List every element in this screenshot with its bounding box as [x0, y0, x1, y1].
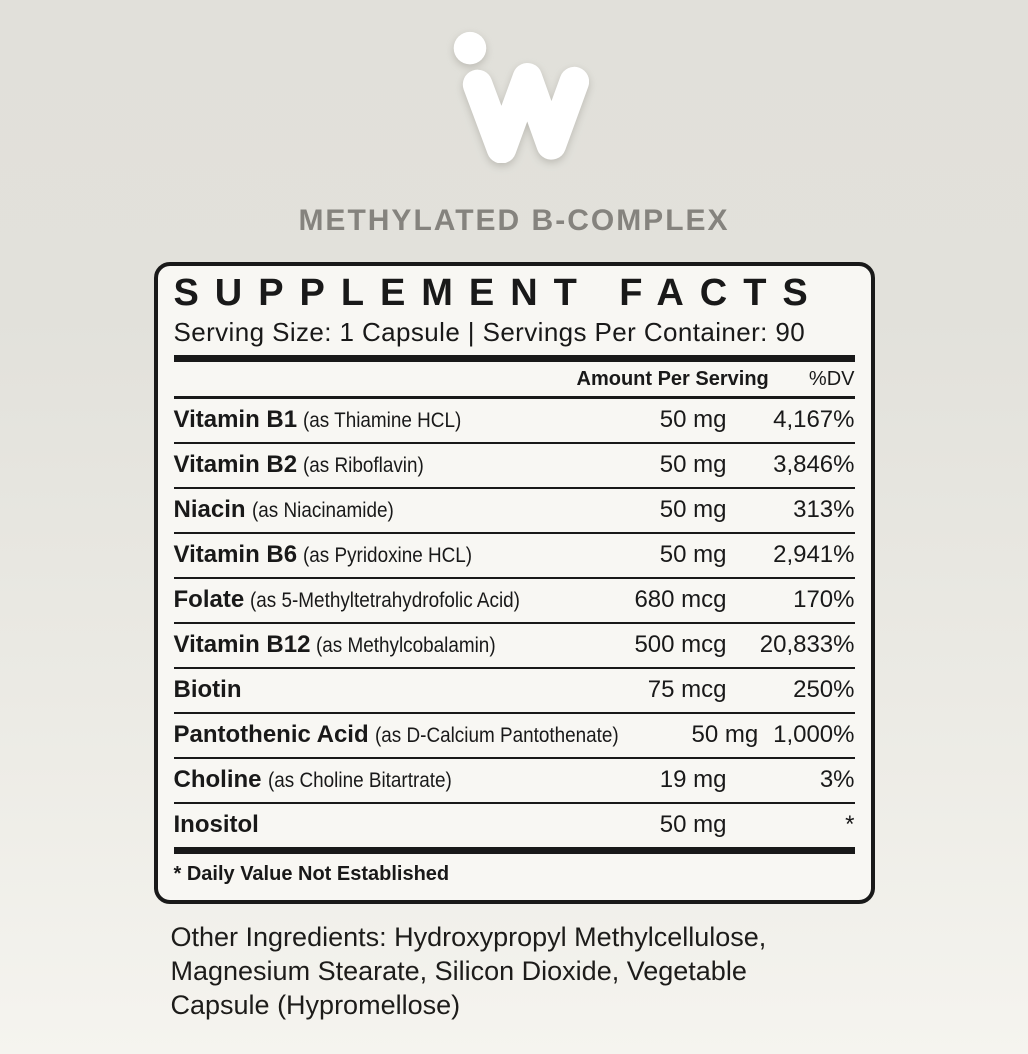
amount-cell: 75 mcg: [647, 676, 727, 704]
ingredient-source: (as Riboflavin): [303, 454, 424, 478]
divider-thick: [173, 354, 855, 362]
dv-cell: 1,000%: [773, 721, 855, 749]
ingredient-name-cell: Vitamin B1 (as Thiamine HCL): [174, 406, 577, 434]
table-row-choline: Choline (as Choline Bitartrate) 19 mg 3%: [173, 756, 855, 802]
table-row-vitamin-b6: Vitamin B6 (as Pyridoxine HCL) 50 mg 2,94…: [173, 531, 855, 577]
dv-cell: 4,167%: [773, 406, 855, 434]
ingredient-name-cell: Niacin (as Niacinamide): [174, 496, 577, 524]
ingredient-name: Niacin: [173, 496, 246, 524]
supplement-facts-heading: SUPPLEMENT FACTS: [173, 272, 824, 314]
table-row-biotin: Biotin 75 mcg 250%: [173, 666, 855, 712]
ingredient-source: (as D-Calcium Pantothenate): [374, 724, 619, 748]
ingredient-name-cell: Folate (as 5-Methyltetrahydrofolic Acid): [174, 586, 577, 614]
ingredient-name: Vitamin B2: [173, 451, 298, 479]
ingredient-name-cell: Biotin: [174, 676, 577, 704]
ingredient-name-cell: Choline (as Choline Bitartrate): [174, 766, 577, 794]
ingredient-name: Vitamin B12: [173, 631, 311, 659]
ingredient-name: Pantothenic Acid: [173, 721, 369, 749]
amount-cell: 50 mg: [659, 541, 727, 569]
amount-cell: 19 mg: [659, 766, 727, 794]
product-title: METHYLATED B-COMPLEX: [298, 204, 730, 237]
table-row-vitamin-b12: Vitamin B12 (as Methylcobalamin) 500 mcg …: [173, 621, 855, 667]
ingredient-source: (as Pyridoxine HCL): [303, 544, 473, 568]
other-ingredients: Other Ingredients: Hydroxypropyl Methylc…: [154, 920, 875, 1022]
ingredient-source: (as Niacinamide): [251, 499, 394, 523]
dv-cell: 20,833%: [759, 631, 855, 659]
ingredient-source: (as 5-Methyltetrahydrofolic Acid): [250, 589, 521, 613]
dv-cell: *: [845, 811, 855, 839]
other-ingredients-line: Magnesium Stearate, Silicon Dioxide, Veg…: [170, 955, 747, 986]
table-row-vitamin-b2: Vitamin B2 (as Riboflavin) 50 mg 3,846%: [173, 441, 855, 487]
amount-cell: 50 mg: [659, 406, 727, 434]
other-ingredients-line: Other Ingredients: Hydroxypropyl Methylc…: [170, 921, 767, 952]
ingredient-name-cell: Inositol: [174, 811, 577, 839]
table-row-folate: Folate (as 5-Methyltetrahydrofolic Acid) …: [173, 576, 855, 622]
brand-logo: [434, 26, 594, 166]
amount-cell: 680 mcg: [634, 586, 727, 614]
dv-cell: 170%: [793, 586, 855, 614]
amount-column-header: Amount Per Serving: [576, 367, 769, 390]
daily-value-footnote: * Daily Value Not Established: [173, 862, 450, 885]
table-row-pantothenic-acid: Pantothenic Acid (as D-Calcium Pantothena…: [173, 711, 855, 757]
amount-cell: 50 mg: [659, 451, 727, 479]
serving-info: Serving Size: 1 Capsule | Servings Per C…: [173, 316, 806, 347]
column-headers: Amount Per Serving %DV: [174, 362, 855, 396]
ingredient-name: Vitamin B6: [173, 541, 298, 569]
dv-cell: 3%: [819, 766, 855, 794]
ingredient-name: Choline: [173, 766, 262, 794]
divider-thick-bottom: [173, 846, 855, 854]
amount-cell: 50 mg: [659, 811, 727, 839]
dv-cell: 2,941%: [773, 541, 855, 569]
iw-monogram-icon: [453, 31, 589, 163]
supplement-facts-panel: SUPPLEMENT FACTS Serving Size: 1 Capsule…: [153, 262, 875, 904]
table-row-inositol: Inositol 50 mg *: [173, 801, 855, 847]
ingredient-name-cell: Pantothenic Acid (as D-Calcium Pantothena…: [174, 721, 646, 749]
dv-cell: 3,846%: [773, 451, 855, 479]
ingredient-source: (as Choline Bitartrate): [267, 769, 452, 793]
amount-cell: 50 mg: [659, 496, 727, 524]
ingredient-name-cell: Vitamin B2 (as Riboflavin): [174, 451, 577, 479]
dv-column-header: %DV: [808, 367, 855, 390]
ingredient-name-cell: Vitamin B6 (as Pyridoxine HCL): [174, 541, 577, 569]
ingredient-name: Biotin: [173, 676, 242, 704]
dv-cell: 313%: [793, 496, 855, 524]
amount-cell: 500 mcg: [634, 631, 727, 659]
other-ingredients-line: Capsule (Hypromellose): [170, 989, 461, 1020]
ingredient-name-cell: Vitamin B12 (as Methylcobalamin): [174, 631, 577, 659]
ingredient-table: Vitamin B1 (as Thiamine HCL) 50 mg 4,167%…: [173, 399, 855, 847]
ingredient-name: Folate: [173, 586, 245, 614]
ingredient-name: Inositol: [173, 811, 259, 839]
ingredient-source: (as Methylcobalamin): [316, 634, 497, 658]
divider-thin: [173, 395, 855, 399]
amount-cell: 50 mg: [691, 721, 759, 749]
table-row-vitamin-b1: Vitamin B1 (as Thiamine HCL) 50 mg 4,167%: [174, 399, 855, 442]
ingredient-source: (as Thiamine HCL): [303, 409, 462, 433]
ingredient-name: Vitamin B1: [173, 406, 298, 434]
dv-cell: 250%: [793, 676, 855, 704]
table-row-niacin: Niacin (as Niacinamide) 50 mg 313%: [173, 486, 855, 532]
